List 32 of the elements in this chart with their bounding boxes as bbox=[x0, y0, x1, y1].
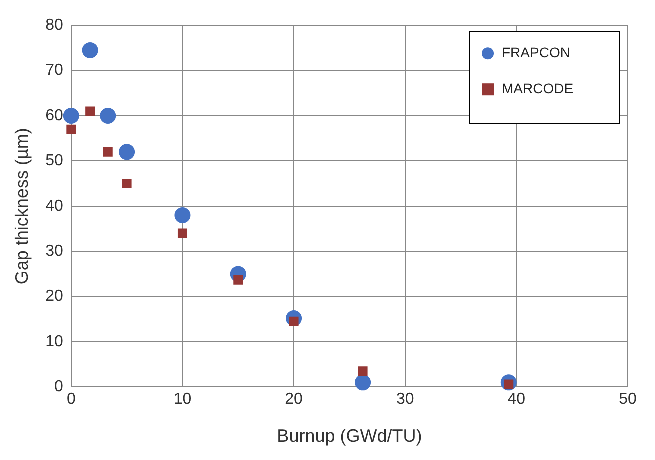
point bbox=[103, 147, 113, 157]
point bbox=[234, 275, 244, 285]
y-tick-label: 30 bbox=[46, 243, 64, 260]
point bbox=[63, 108, 80, 124]
point bbox=[100, 108, 116, 124]
x-tick-label: 40 bbox=[508, 391, 526, 408]
y-tick-label: 10 bbox=[46, 333, 64, 350]
x-tick-label: 10 bbox=[174, 391, 192, 408]
x-tick-label: 0 bbox=[66, 391, 76, 408]
point bbox=[66, 124, 76, 134]
y-tick-label: 50 bbox=[46, 152, 64, 170]
x-tick-label: 50 bbox=[619, 391, 637, 408]
point bbox=[358, 366, 368, 376]
point bbox=[355, 374, 372, 391]
point bbox=[82, 42, 98, 58]
x-tick-label: 30 bbox=[396, 391, 414, 408]
legend-label: FRAPCON bbox=[502, 44, 570, 60]
legend-label: MARCODE bbox=[502, 80, 574, 96]
point bbox=[122, 179, 132, 189]
y-tick-label: 40 bbox=[46, 198, 64, 215]
y-tick-label: 0 bbox=[54, 378, 64, 396]
x-tick-label: 20 bbox=[285, 391, 304, 408]
point bbox=[119, 144, 136, 160]
y-tick-label: 80 bbox=[46, 17, 64, 34]
y-axis-title: Gap thickness (µm) bbox=[12, 128, 32, 285]
x-axis-title: Burnup (GWd/TU) bbox=[277, 426, 422, 446]
y-tick-label: 60 bbox=[46, 107, 64, 124]
point bbox=[174, 207, 191, 224]
y-tick-label: 20 bbox=[46, 288, 64, 306]
point bbox=[86, 106, 96, 116]
point bbox=[178, 228, 188, 238]
y-tick-label: 70 bbox=[46, 62, 64, 80]
